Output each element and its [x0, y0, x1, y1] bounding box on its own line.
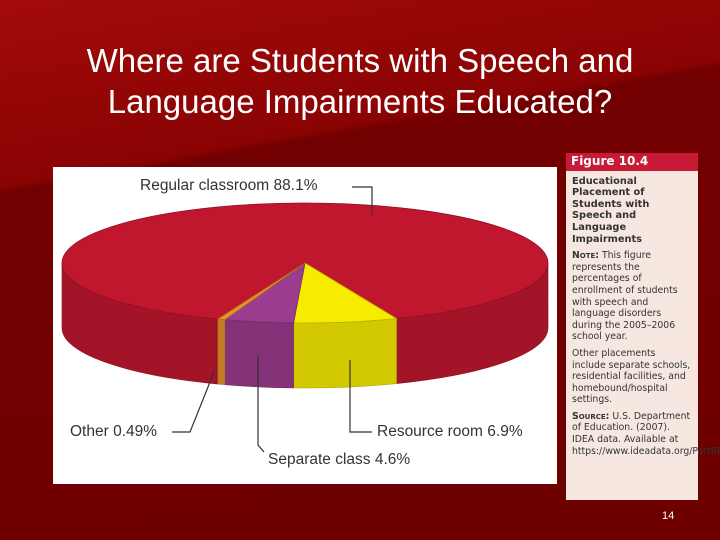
slice-label: Regular classroom 88.1%: [140, 177, 318, 194]
leader-line: [352, 186, 373, 215]
note-text: This figure represents the percentages o…: [572, 250, 678, 343]
slice-label: Separate class 4.6%: [268, 451, 410, 468]
category-label: Separate class: [268, 451, 371, 468]
value-label: 4.6%: [375, 451, 411, 468]
leader-lines: [172, 186, 373, 453]
category-label: Resource room: [377, 423, 483, 440]
slice: [61, 202, 549, 320]
figure-caption: Educational Placement of Students with S…: [572, 175, 650, 245]
slice-side: [224, 319, 294, 389]
category-label: Regular classroom: [140, 177, 269, 194]
other-note: Other placements include separate school…: [572, 347, 691, 406]
pie: [61, 202, 549, 389]
source-text: U.S. Department of Education. (2007). ID…: [572, 410, 720, 457]
slice-label: Other 0.49%: [70, 423, 157, 440]
value-label: 88.1%: [274, 177, 318, 194]
slice-label: Resource room 6.9%: [377, 423, 523, 440]
figure-note: Note: This figure represents the percent…: [572, 250, 692, 343]
slice: [293, 262, 398, 324]
figure-source: Source: U.S. Department of Education. (2…: [572, 410, 720, 457]
value-label: 0.49%: [113, 423, 157, 440]
leader-line: [257, 355, 265, 453]
page-number: 14: [662, 510, 675, 522]
source-label: Source:: [572, 410, 610, 422]
category-label: Other: [70, 423, 109, 440]
leader-line: [172, 371, 215, 433]
value-label: 6.9%: [487, 423, 523, 440]
slice: [216, 262, 306, 321]
slice-side: [293, 318, 397, 389]
leader-line: [349, 360, 372, 433]
slide-title: Where are Students with Speech and Langu…: [86, 42, 634, 120]
note-label: Note:: [572, 250, 600, 262]
figure-label: Figure 10.4: [566, 153, 698, 171]
slice-side: [217, 318, 226, 385]
title-box: Where are Students with Speech and Langu…: [40, 40, 680, 122]
figure-panel: Figure 10.4 Educational Placement of Stu…: [566, 153, 720, 500]
